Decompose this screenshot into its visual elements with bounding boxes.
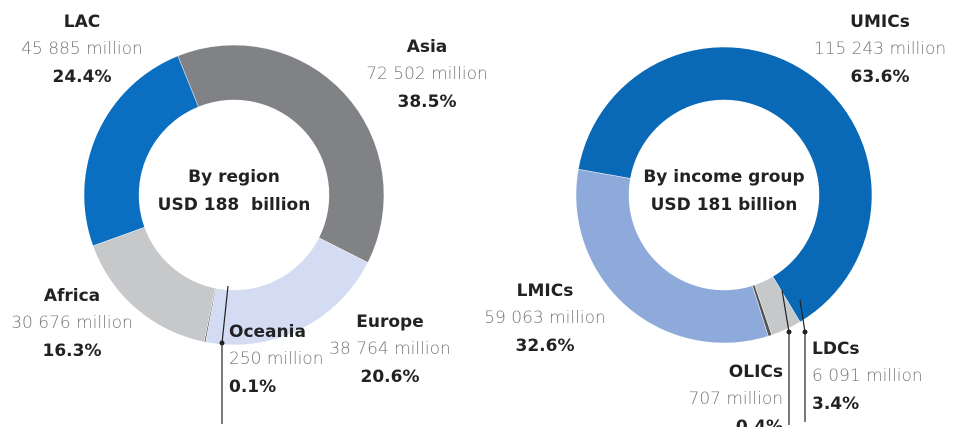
slice-share: 3.4% bbox=[812, 394, 859, 414]
slice-value: 115 243 million bbox=[814, 39, 946, 59]
center-subtitle: USD 188 billion bbox=[158, 195, 311, 215]
slice-share: 38.5% bbox=[398, 92, 457, 112]
slice-value: 707 million bbox=[689, 389, 783, 409]
donut-slice bbox=[575, 169, 769, 344]
slice-name: UMICs bbox=[850, 12, 910, 32]
leader-dot bbox=[786, 329, 792, 335]
slice-value: 72 502 million bbox=[366, 64, 488, 84]
slice-name: Europe bbox=[356, 312, 423, 332]
slice-value: 59 063 million bbox=[484, 308, 606, 328]
slice-share: 32.6% bbox=[516, 336, 575, 356]
slice-share: 16.3% bbox=[43, 341, 102, 361]
slice-name: Oceania bbox=[229, 322, 306, 342]
slice-value: 250 million bbox=[229, 349, 323, 369]
center-title: By income group bbox=[643, 167, 804, 187]
slice-value: 38 764 million bbox=[329, 339, 451, 359]
donut-slice bbox=[577, 46, 873, 323]
slice-share: 0.4% bbox=[736, 417, 783, 427]
center-subtitle: USD 181 billion bbox=[651, 195, 798, 215]
slice-value: 6 091 million bbox=[812, 366, 923, 386]
donut-slice bbox=[177, 44, 385, 263]
slice-name: OLICs bbox=[729, 362, 783, 382]
slice-share: 20.6% bbox=[361, 367, 420, 387]
slice-name: LMICs bbox=[517, 281, 574, 301]
slice-name: LDCs bbox=[812, 339, 860, 359]
donut-slice bbox=[83, 55, 199, 247]
slice-name: Asia bbox=[407, 37, 448, 57]
center-title: By region bbox=[188, 167, 280, 187]
slice-name: Africa bbox=[44, 286, 100, 306]
slice-name: LAC bbox=[64, 12, 100, 32]
leader-dot bbox=[219, 340, 225, 346]
slice-value: 30 676 million bbox=[11, 313, 133, 333]
slice-share: 24.4% bbox=[53, 67, 112, 87]
leader-dot bbox=[802, 329, 808, 335]
slice-value: 45 885 million bbox=[21, 39, 143, 59]
slice-share: 0.1% bbox=[229, 377, 276, 397]
slice-share: 63.6% bbox=[851, 67, 910, 87]
